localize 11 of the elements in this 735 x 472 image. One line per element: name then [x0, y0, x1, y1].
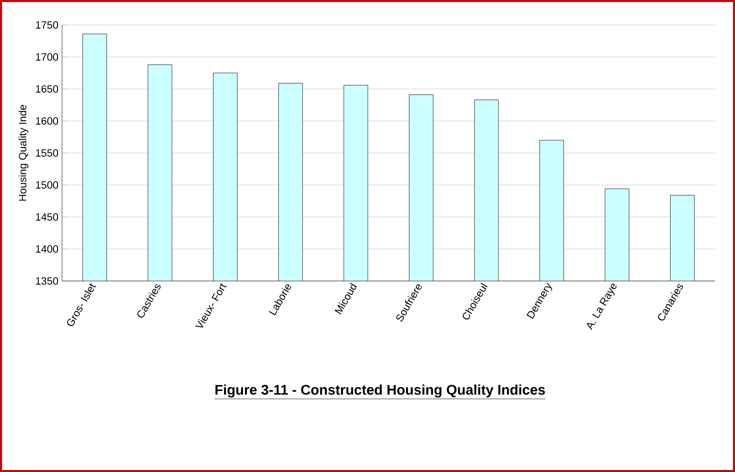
y-tick-label: 1550	[36, 149, 58, 157]
y-tick-label: 1650	[36, 85, 58, 93]
y-tick-label: 1750	[36, 21, 58, 29]
y-tick-label: 1400	[36, 245, 58, 253]
y-tick-label: 1700	[36, 53, 58, 61]
y-tick-label: 1600	[36, 117, 58, 125]
text: Figure 3-11 - Constructed Housing Quality Indices	[215, 384, 545, 398]
y-tick-label: 1500	[36, 181, 58, 189]
y-tick-label: 1450	[36, 213, 58, 221]
y-axis-title: Housing Quality Inde	[18, 104, 28, 201]
y-tick-label: 1350	[36, 277, 58, 285]
